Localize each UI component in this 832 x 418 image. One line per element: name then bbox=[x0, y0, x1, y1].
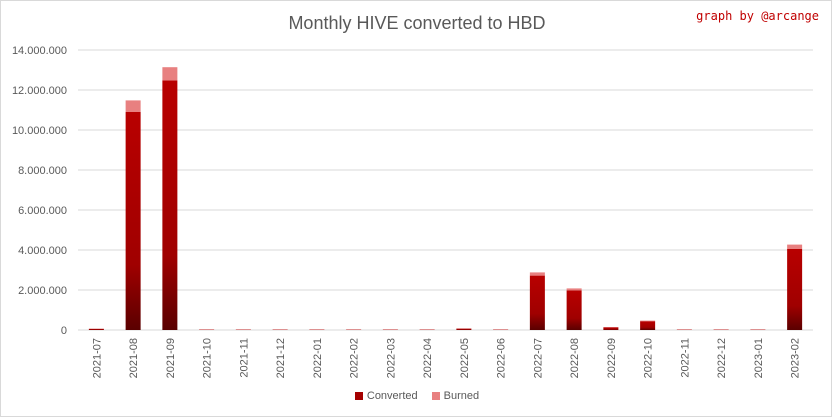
bar-converted bbox=[640, 321, 655, 330]
y-axis: 0 2.000.000 4.000.000 6.000.000 8.000.000 10.… bbox=[12, 45, 67, 337]
y-tick-label: 10.000.000 bbox=[12, 125, 67, 137]
bar-burned bbox=[162, 67, 177, 80]
x-tick-label: 2023-02 bbox=[790, 338, 802, 378]
x-tick-label: 2022-02 bbox=[349, 338, 361, 378]
x-tick-label: 2023-01 bbox=[753, 338, 765, 378]
legend-label-converted: Converted bbox=[367, 390, 418, 402]
bar-burned bbox=[567, 288, 582, 290]
legend-swatch-burned bbox=[432, 392, 440, 400]
x-tick-label: 2021-09 bbox=[165, 338, 177, 378]
x-tick-label: 2022-10 bbox=[643, 338, 655, 378]
x-tick-label: 2022-05 bbox=[459, 338, 471, 378]
legend-item-converted: Converted bbox=[355, 390, 418, 402]
bar-converted bbox=[603, 327, 618, 330]
x-tick-label: 2022-06 bbox=[496, 338, 508, 378]
bar-burned bbox=[530, 272, 545, 275]
y-tick-label: 12.000.000 bbox=[12, 85, 67, 97]
legend-swatch-converted bbox=[355, 392, 363, 400]
legend-item-burned: Burned bbox=[432, 390, 479, 402]
x-tick-label: 2021-10 bbox=[202, 338, 214, 378]
y-tick-label: 0 bbox=[61, 325, 67, 337]
x-tick-label: 2021-12 bbox=[275, 338, 287, 378]
x-tick-label: 2021-11 bbox=[238, 338, 250, 378]
bar-burned bbox=[126, 100, 141, 112]
x-tick-label: 2022-04 bbox=[422, 338, 434, 378]
bars bbox=[89, 67, 802, 330]
bar-converted bbox=[530, 276, 545, 330]
y-tick-label: 4.000.000 bbox=[18, 245, 67, 257]
gridlines bbox=[78, 50, 813, 330]
y-tick-label: 8.000.000 bbox=[18, 165, 67, 177]
x-tick-label: 2022-03 bbox=[385, 338, 397, 378]
y-tick-label: 2.000.000 bbox=[18, 285, 67, 297]
legend-label-burned: Burned bbox=[444, 390, 479, 402]
bar-converted bbox=[456, 329, 471, 330]
x-tick-label: 2021-07 bbox=[91, 338, 103, 378]
bar-burned bbox=[787, 245, 802, 249]
bar-converted bbox=[89, 329, 104, 330]
x-tick-label: 2022-12 bbox=[716, 338, 728, 378]
bar-converted bbox=[162, 80, 177, 330]
x-tick-label: 2022-08 bbox=[569, 338, 581, 378]
bar-converted bbox=[126, 112, 141, 330]
legend: Converted Burned bbox=[1, 390, 832, 402]
x-tick-label: 2022-11 bbox=[679, 338, 691, 378]
x-axis: 2021-07 2021-08 2021-09 2021-10 2021-11 2021-… bbox=[91, 338, 801, 378]
y-tick-label: 6.000.000 bbox=[18, 205, 67, 217]
x-tick-label: 2022-07 bbox=[532, 338, 544, 378]
x-tick-label: 2022-01 bbox=[312, 338, 324, 378]
bar-converted bbox=[787, 249, 802, 330]
x-tick-label: 2021-08 bbox=[128, 338, 140, 378]
y-tick-label: 14.000.000 bbox=[12, 45, 67, 57]
bar-burned bbox=[640, 321, 655, 322]
bar-converted bbox=[567, 290, 582, 330]
x-tick-label: 2022-09 bbox=[606, 338, 618, 378]
